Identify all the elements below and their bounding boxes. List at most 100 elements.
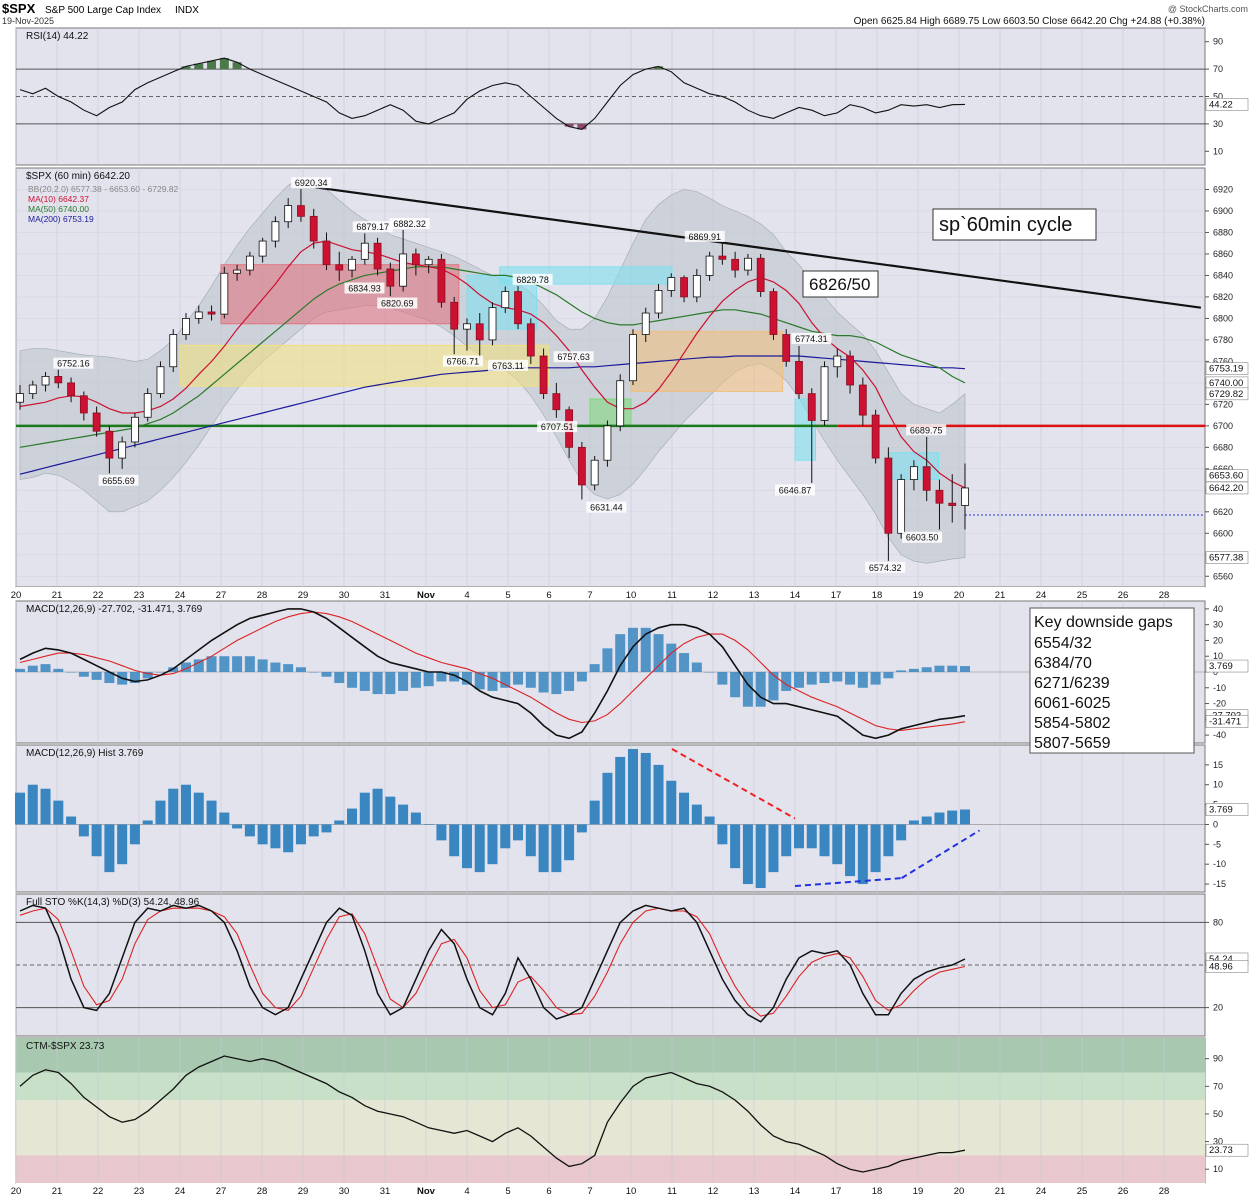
- rsi-last-label-bg: [1205, 98, 1249, 111]
- hist-bar: [896, 824, 907, 841]
- candle: [335, 264, 344, 271]
- macd-hist-bar: [845, 672, 856, 685]
- hist-bar: [474, 824, 485, 873]
- x-tick-label: 17: [831, 1186, 842, 1197]
- hist-bar: [104, 824, 115, 873]
- hist-bar: [40, 788, 51, 825]
- y-tick-label: 6560: [1213, 571, 1233, 581]
- price-annotation-bg: [512, 273, 553, 285]
- x-tick-label: 25: [1077, 590, 1088, 601]
- candle: [910, 466, 918, 480]
- candle: [475, 323, 484, 341]
- x-tick-label: 10: [626, 590, 637, 601]
- candle: [284, 205, 293, 223]
- y-tick-label: 30: [1213, 620, 1223, 630]
- price-right-label: 6653.60: [1209, 471, 1243, 482]
- hist-bar: [283, 824, 294, 853]
- macd-hist-bar: [717, 672, 728, 685]
- candle: [348, 258, 356, 271]
- price-legend: $SPX (60 min) 6642.20: [26, 171, 130, 182]
- candle: [756, 257, 765, 292]
- candle: [718, 255, 727, 260]
- y-tick-label: 20: [1213, 635, 1223, 645]
- candle: [590, 459, 599, 486]
- hist-bar: [219, 812, 230, 825]
- hist-bar: [66, 816, 77, 825]
- candle: [846, 355, 854, 386]
- hist-bar: [704, 816, 715, 825]
- price-annotation-bg: [791, 332, 832, 344]
- zone-green: [589, 398, 632, 427]
- macd-hist-bar: [78, 672, 89, 677]
- x-tick-label: 23: [134, 1186, 145, 1197]
- x-tick-label: 28: [257, 1186, 268, 1197]
- sto-right-label: 48.96: [1209, 961, 1233, 972]
- x-axis-band: [16, 1183, 1205, 1196]
- candle: [820, 366, 829, 421]
- price-annotation: 6829.78: [516, 275, 549, 285]
- x-tick-label: 20: [11, 590, 22, 601]
- y-tick-label: 6900: [1213, 206, 1233, 216]
- hist-bar: [359, 792, 370, 825]
- macd-hist-bar: [576, 672, 587, 682]
- price-annotation-bg: [488, 359, 528, 371]
- rsi-overbought-fill: [181, 58, 664, 70]
- x-tick-label: 21: [52, 590, 63, 601]
- hist-bar: [513, 824, 524, 841]
- macd-hist-bar: [679, 653, 690, 672]
- x-tick-label: 14: [790, 1186, 801, 1197]
- price-annotation-bg: [902, 531, 943, 543]
- x-tick-label: 28: [1159, 590, 1170, 601]
- macd-hist-bar: [857, 672, 868, 688]
- macd-hist-bar: [295, 667, 306, 672]
- hist-bar: [232, 824, 243, 829]
- gap-item: 5807-5659: [1034, 735, 1111, 752]
- sto-right-label: 54.24: [1209, 954, 1233, 965]
- hist-bar: [423, 824, 434, 825]
- macd-hist-bar: [334, 672, 345, 684]
- level-box-text: 6826/50: [809, 275, 870, 294]
- hist-bar: [615, 756, 626, 825]
- macd-hist-bar: [653, 634, 664, 672]
- price-annotation: 6689.75: [910, 425, 943, 435]
- macd-hist-bar: [423, 672, 434, 687]
- macd-hist-bar: [244, 656, 255, 672]
- hist-legend: MACD(12,26,9) Hist 3.769: [26, 748, 144, 759]
- candle: [28, 384, 37, 395]
- macd-hist-bar: [257, 659, 268, 672]
- price-right-label: 6729.82: [1209, 389, 1243, 400]
- macd-hist-bar: [321, 672, 332, 677]
- trendline: [315, 186, 1202, 309]
- x-tick-label: Nov: [417, 590, 436, 601]
- hist-bar: [321, 824, 332, 833]
- candle: [629, 334, 637, 382]
- ma50-line: [19, 266, 966, 448]
- macd-hist-bar: [896, 670, 907, 672]
- y-tick-label: 10: [1213, 1164, 1223, 1174]
- gap-item: 5854-5802: [1034, 715, 1111, 732]
- candle: [194, 311, 203, 319]
- hist-bar: [155, 800, 166, 825]
- hist-bar: [538, 824, 549, 873]
- price-annotation: 6774.31: [795, 334, 828, 344]
- candle: [92, 412, 101, 432]
- candle: [411, 253, 420, 266]
- hist-bar: [679, 792, 690, 825]
- macd-hist-bar: [870, 672, 881, 685]
- price-annotation: 6882.32: [393, 219, 426, 229]
- y-tick-label: 10: [1213, 146, 1223, 156]
- candle: [667, 277, 676, 291]
- candle: [501, 291, 510, 309]
- macd-hist-bar: [538, 672, 549, 693]
- header-name: S&P 500 Large Cap Index: [45, 5, 161, 16]
- price-legend-item: MA(10) 6642.37: [28, 194, 89, 204]
- ctm-legend: CTM-$SPX 23.73: [26, 1041, 105, 1052]
- hist-bar: [883, 824, 894, 857]
- hist-bar: [78, 824, 89, 837]
- y-tick-label: 6680: [1213, 442, 1233, 452]
- candle: [603, 425, 612, 461]
- y-tick-label: 70: [1213, 1081, 1223, 1091]
- hist-bar: [934, 812, 945, 825]
- candle: [948, 502, 957, 506]
- x-axis: 20 21 22 23 24 27 28 29 30 31 Nov 4 5 6 7 10 11 12 13 14 17 1…: [11, 587, 1205, 1197]
